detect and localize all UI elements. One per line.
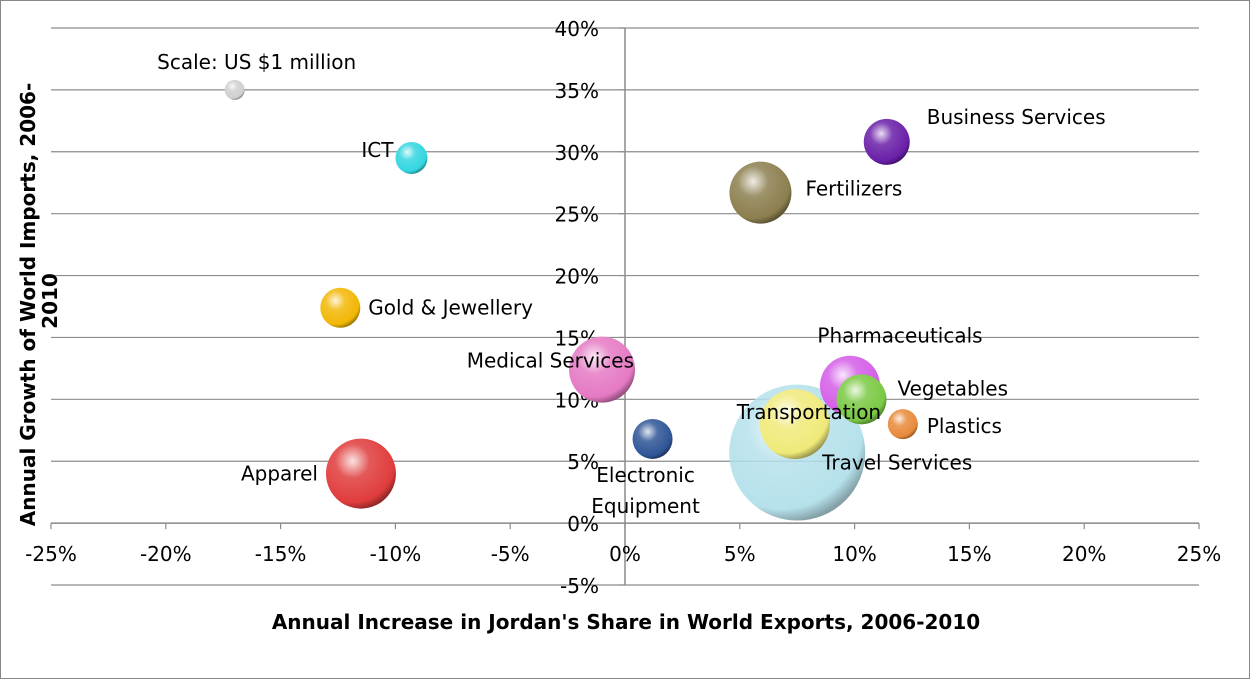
y-tick-label: 25% [555,203,599,227]
bubble-label: Pharmaceuticals [817,324,982,348]
bubble-plastics [887,409,918,440]
bubble-label: Electronic Equipment [591,463,700,518]
x-tick-label: 25% [1177,542,1221,566]
y-tick-label: 5% [567,450,599,474]
x-tick-label: 20% [1062,542,1106,566]
bubbles [224,79,918,521]
x-tick-label: 15% [947,542,991,566]
bubble-transportation [759,389,830,460]
bubble-label: Travel Services [821,451,972,475]
bubble-label: Vegetables [897,376,1008,400]
x-tick-label: -25% [25,542,77,566]
y-tick-label: 35% [555,79,599,103]
y-tick-label: 20% [555,265,599,289]
bubble-label: Business Services [927,105,1106,129]
bubble-label: Gold & Jewellery [368,296,533,320]
bubble-business-services [863,118,910,165]
bubble-label: Apparel [241,462,318,486]
x-tick-label: -10% [370,542,422,566]
x-tick-label: -15% [255,542,307,566]
bubble-scale-us-1-million [224,79,245,100]
y-axis-title: Annual Growth of World Imports, 2006- 20… [16,76,62,526]
bubble-label: Scale: US $1 million [157,50,356,74]
x-tick-label: 5% [724,542,756,566]
bubble-label: Medical Services [467,349,634,373]
x-tick-label: -20% [140,542,192,566]
x-axis-title: Annual Increase in Jordan's Share in Wor… [272,610,980,634]
bubble-label: Fertilizers [805,177,902,201]
bubble-label: ICT [361,138,394,162]
bubble-gold-jewellery [320,287,361,328]
bubble-medical-services [569,336,636,403]
y-tick-label: 40% [555,17,599,41]
bubble-ict [395,141,428,174]
bubble-labels: Scale: US $1 million ICT Business Services… [157,50,1105,518]
bubble-label: Transportation [736,400,881,424]
bubble-vegetables [836,374,887,425]
x-tick-label: 10% [832,542,876,566]
y-tick-label: 30% [555,141,599,165]
x-tick-label: -5% [491,542,530,566]
bubble-electronic-equipment [632,418,673,459]
x-tick-label: 0% [609,542,641,566]
bubble-fertilizers [729,161,792,224]
bubble-label: Plastics [927,414,1002,438]
y-tick-label: 0% [567,512,599,536]
axes: -25% -20% -15% -10% -5% 0% 5% 10% 15% 20% 25% -5% 0%… [25,17,1221,598]
y-tick-label: -5% [560,574,599,598]
bubble-apparel [325,438,396,509]
